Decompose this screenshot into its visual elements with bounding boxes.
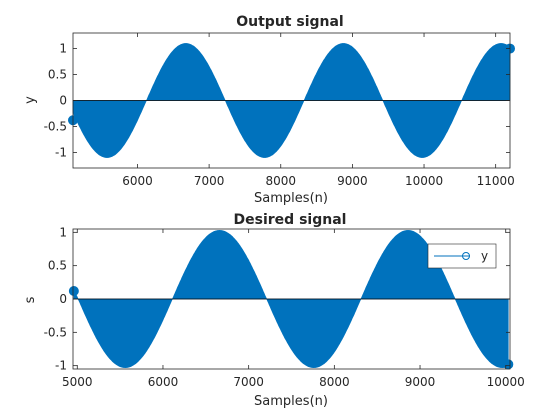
legend-entry-y: y [481, 249, 488, 263]
y-tick-label: -0.5 [44, 325, 67, 339]
y-tick-label: 1 [59, 225, 67, 239]
x-tick-label: 6000 [122, 174, 153, 188]
legend[interactable]: y [427, 243, 497, 269]
y-tick-label: -0.5 [44, 119, 67, 133]
x-tick-label: 10000 [405, 174, 443, 188]
ticks-desired: 5000 6000 7000 8000 9000 10000 -1 -0.5 0 0.5 1 [44, 225, 525, 389]
x-tick-label: 7000 [233, 375, 264, 389]
x-tick-label: 8000 [319, 375, 350, 389]
legend-marker [462, 252, 470, 260]
x-tick-label: 9000 [337, 174, 368, 188]
y-tick-label: 0 [59, 94, 67, 108]
plot-area-output [68, 43, 515, 158]
subplot-output-signal: 6000 7000 8000 9000 10000 11000 -1 -0.5 0 0.5 1 Ou… [23, 14, 515, 206]
x-tick-label: 10000 [487, 375, 525, 389]
ticks-output: 6000 7000 8000 9000 10000 11000 -1 -0.5 0 0.5 1 [44, 33, 515, 188]
endpoint-marker [503, 359, 514, 370]
x-tick-label: 6000 [148, 375, 179, 389]
y-tick-label: 0 [59, 292, 67, 306]
x-axis-label-desired: Samples(n) [254, 394, 328, 409]
y-tick-label: 1 [59, 42, 67, 56]
y-tick-label: 0.5 [48, 68, 67, 82]
x-tick-label: 8000 [265, 174, 296, 188]
y-axis-label-output: y [23, 96, 38, 104]
chart-title-output: Output signal [236, 14, 343, 30]
x-axis-label-output: Samples(n) [254, 191, 328, 206]
chart-title-desired: Desired signal [234, 212, 347, 228]
x-tick-label: 5000 [62, 375, 93, 389]
x-tick-label: 7000 [194, 174, 225, 188]
subplot-desired-signal: 5000 6000 7000 8000 9000 10000 -1 -0.5 0 0.5 1 Des… [23, 212, 525, 409]
x-tick-label: 9000 [405, 375, 436, 389]
y-tick-label: 0.5 [48, 259, 67, 273]
endpoint-marker [68, 286, 79, 296]
y-tick-label: -1 [55, 145, 67, 159]
x-tick-label: 11000 [477, 174, 515, 188]
y-axis-label-desired: s [23, 296, 38, 303]
y-tick-label: -1 [55, 359, 67, 373]
